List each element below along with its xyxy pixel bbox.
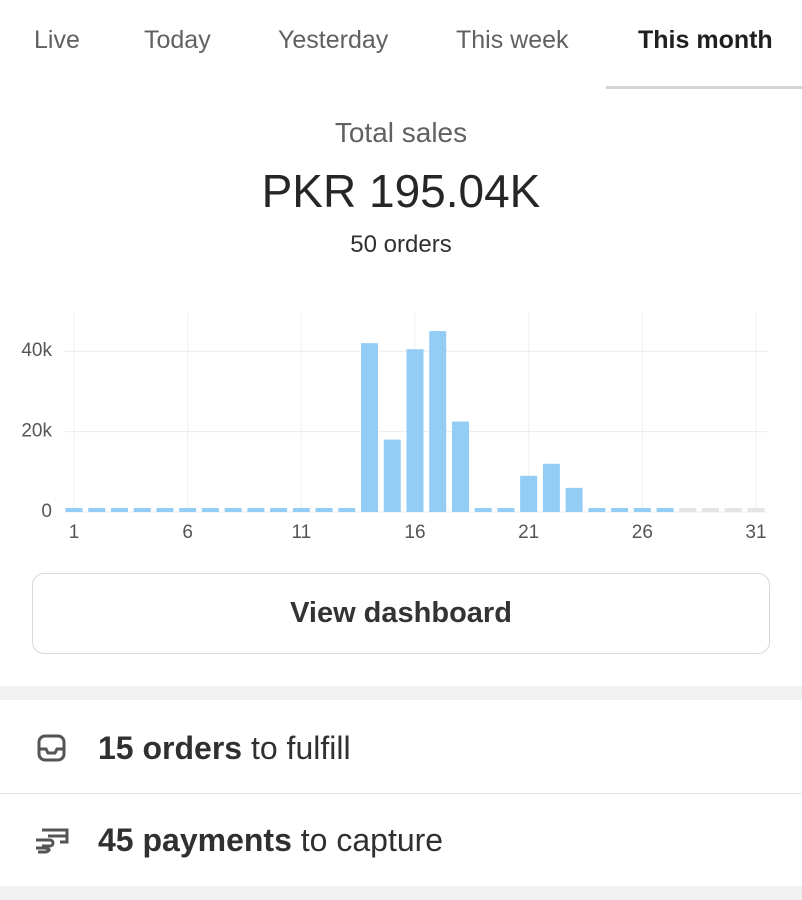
bar <box>633 508 651 512</box>
placeholder <box>702 508 720 512</box>
task-row[interactable]: 45 payments to capture <box>98 822 443 859</box>
placeholder <box>747 508 765 512</box>
summary-amount: PKR 195.04K <box>261 165 541 217</box>
bar <box>565 487 583 512</box>
placeholder <box>724 508 742 512</box>
separator <box>0 886 802 900</box>
x-tick-label: 16 <box>404 522 425 543</box>
tab[interactable]: This week <box>456 26 569 54</box>
bar <box>520 475 538 512</box>
x-tick-label: 1 <box>69 522 80 543</box>
bar <box>474 508 492 512</box>
placeholder <box>679 508 697 512</box>
x-tick-label: 26 <box>632 522 653 543</box>
view-dashboard-button[interactable]: View dashboard <box>32 573 770 654</box>
bar <box>133 508 151 512</box>
task-text: to fulfill <box>250 730 351 766</box>
bar <box>179 508 197 512</box>
bar <box>201 508 219 512</box>
x-tick-label: 31 <box>745 522 766 543</box>
tab-active[interactable]: This month <box>638 26 773 54</box>
inbox-icon <box>37 734 66 762</box>
summary-orders: 50 orders <box>350 231 452 258</box>
bar <box>247 508 265 512</box>
bar <box>542 463 560 512</box>
y-tick-label: 20k <box>21 421 52 442</box>
bar <box>451 421 469 512</box>
bar <box>88 508 106 512</box>
summary-label: Total sales <box>334 117 468 148</box>
bar <box>497 508 515 512</box>
x-tick-label: 6 <box>182 522 193 543</box>
bar <box>656 508 674 512</box>
divider <box>0 793 802 794</box>
tab-underline <box>606 86 802 89</box>
bar <box>406 349 424 512</box>
bar <box>224 508 242 512</box>
bar <box>292 508 310 512</box>
tab[interactable]: Yesterday <box>278 26 389 54</box>
y-tick-label: 0 <box>41 501 52 522</box>
bar <box>270 508 288 512</box>
task-text: to capture <box>300 822 444 858</box>
tab[interactable]: Live <box>34 26 80 54</box>
x-tick-label: 11 <box>291 522 311 543</box>
task-count: 45 payments <box>98 822 292 858</box>
bar <box>611 508 629 512</box>
bar <box>156 508 174 512</box>
bar <box>383 439 401 512</box>
bar <box>338 508 356 512</box>
separator <box>0 686 802 700</box>
payment-icon <box>36 828 69 854</box>
bar <box>110 508 128 512</box>
tab[interactable]: Today <box>144 26 211 54</box>
bar <box>429 331 447 512</box>
bar <box>588 508 606 512</box>
task-count: 15 orders <box>98 730 243 766</box>
x-tick-label: 21 <box>518 522 539 543</box>
bar <box>65 508 83 512</box>
bar <box>315 508 333 512</box>
bar <box>361 343 379 512</box>
y-tick-label: 40k <box>21 340 52 361</box>
task-row[interactable]: 15 orders to fulfill <box>98 730 351 767</box>
